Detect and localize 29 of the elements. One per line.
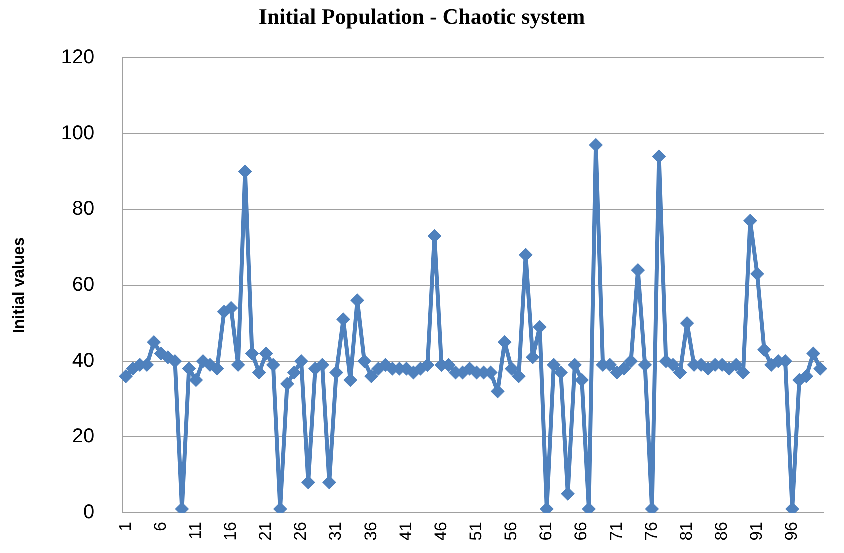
x-tick-label: 31 [326, 522, 346, 541]
x-tick-label: 41 [396, 522, 416, 541]
x-tick-label: 11 [186, 522, 205, 540]
x-tick-label: 21 [256, 522, 276, 541]
x-tick-label: 71 [606, 522, 626, 541]
x-tick-label: 6 [150, 522, 170, 532]
x-tick-label: 51 [466, 522, 486, 541]
x-tick-label: 86 [712, 522, 732, 541]
y-tick-label: 120 [61, 46, 95, 69]
y-tick-label: 20 [72, 426, 95, 448]
x-tick-label: 76 [642, 522, 661, 541]
x-tick-label: 66 [572, 522, 591, 541]
x-tick-label: 26 [291, 522, 310, 541]
x-tick-label: 56 [502, 522, 521, 541]
chart-title: Initial Population - Chaotic system [258, 4, 586, 30]
y-axis-title: Initial values [11, 237, 28, 334]
y-tick-label: 0 [83, 502, 95, 524]
y-tick-label: 80 [72, 198, 95, 220]
y-tick-label: 40 [72, 350, 95, 372]
x-tick-label: 16 [220, 522, 240, 541]
y-tick-label: 100 [61, 122, 95, 144]
x-tick-label: 46 [431, 522, 450, 541]
x-tick-label: 81 [676, 522, 696, 541]
y-tick-label: 60 [72, 274, 95, 296]
x-tick-label: 61 [536, 522, 556, 541]
x-tick-label: 96 [782, 522, 802, 541]
x-tick-label: 36 [361, 522, 380, 541]
x-tick-label: 91 [747, 522, 766, 541]
x-tick-label: 1 [116, 522, 135, 532]
